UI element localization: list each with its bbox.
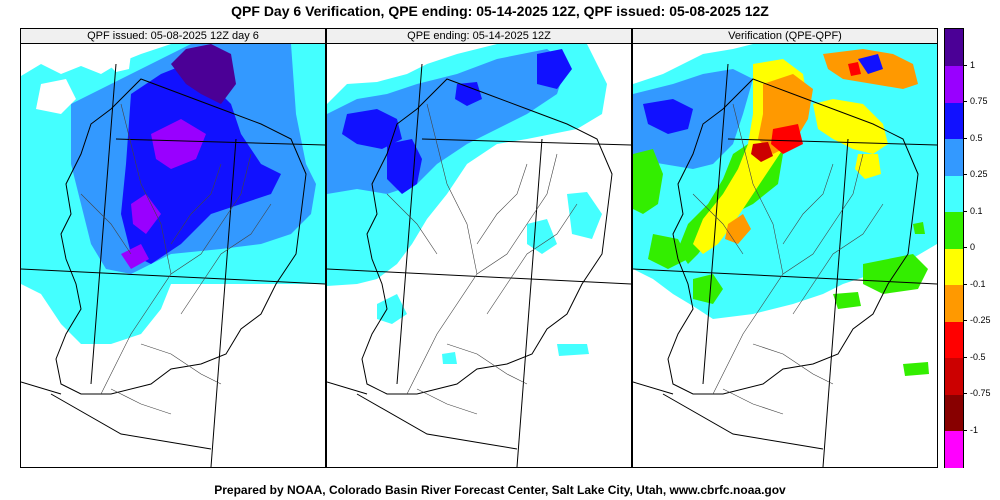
footer-credit: Prepared by NOAA, Colorado Basin River F…: [214, 483, 786, 497]
colorbar-tick-mark: [963, 356, 967, 358]
verification-state-borders: [633, 63, 937, 467]
colorbar-segment: [945, 357, 963, 395]
colorbar-segment: [945, 321, 963, 358]
colorbar-segment: [945, 65, 963, 103]
main-title: QPF Day 6 Verification, QPE ending: 05-1…: [231, 3, 769, 19]
qpf-map-panel: QPF issued: 05-08-2025 12Z day 6: [20, 28, 326, 468]
colorbar-tick-label: 0: [970, 242, 976, 252]
qpe-panel-title: QPE ending: 05-14-2025 12Z: [327, 29, 631, 44]
colorbar: [944, 28, 964, 468]
colorbar-tick-mark: [963, 429, 967, 431]
verification-rivers: [692, 103, 884, 415]
colorbar-segment: [945, 284, 963, 322]
colorbar-tick-mark: [963, 174, 967, 175]
colorbar-segment: [945, 211, 963, 249]
qpe-basin-outline: [361, 78, 613, 395]
colorbar-tick-mark: [963, 320, 967, 321]
qpf-state-borders: [21, 63, 325, 467]
colorbar-tick-label: -0.1: [970, 278, 986, 289]
qpf-precip-field: [21, 44, 325, 344]
verification-diff-field: [633, 44, 937, 376]
verification-basin-outline: [667, 78, 919, 395]
qpe-map-panel: QPE ending: 05-14-2025 12Z: [326, 28, 632, 468]
qpf-map: [21, 44, 325, 467]
colorbar-segment: [945, 102, 963, 139]
colorbar-segment: [945, 394, 963, 431]
qpf-rivers: [80, 103, 272, 415]
colorbar-tick-label: -0.5: [970, 351, 986, 362]
qpf-panel-title: QPF issued: 05-08-2025 12Z day 6: [21, 29, 325, 44]
colorbar-tick-mark: [963, 137, 967, 139]
colorbar-segment: [945, 430, 963, 468]
colorbar-segment: [945, 248, 963, 285]
colorbar-tick-mark: [963, 247, 967, 248]
colorbar-tick-label: -1: [970, 424, 979, 435]
qpe-state-borders: [327, 63, 631, 467]
colorbar-tick-mark: [963, 101, 967, 102]
colorbar-tick-label: 0.1: [970, 205, 983, 216]
colorbar-tick-label: -0.75: [970, 388, 991, 398]
colorbar-tick-mark: [963, 283, 967, 285]
colorbar-tick-mark: [963, 393, 967, 394]
colorbar-tick-label: 0.25: [970, 169, 988, 179]
qpf-basin-outline: [55, 78, 307, 395]
colorbar-segment: [945, 29, 963, 66]
qpe-map: [327, 44, 631, 467]
colorbar-tick-label: 0.75: [970, 96, 988, 106]
colorbar-segment: [945, 175, 963, 212]
colorbar-segment: [945, 138, 963, 176]
qpe-rivers: [386, 103, 578, 415]
colorbar-tick-label: 0.5: [970, 132, 983, 143]
verification-map: [633, 44, 937, 467]
qpe-precip-field: [327, 44, 607, 364]
colorbar-tick-label: -0.25: [970, 315, 991, 325]
colorbar-tick-mark: [963, 64, 967, 66]
colorbar-tick-label: 1: [970, 59, 976, 70]
verification-map-panel: Verification (QPE-QPF): [632, 28, 938, 468]
colorbar-tick-mark: [963, 210, 967, 212]
verification-panel-title: Verification (QPE-QPF): [633, 29, 937, 44]
